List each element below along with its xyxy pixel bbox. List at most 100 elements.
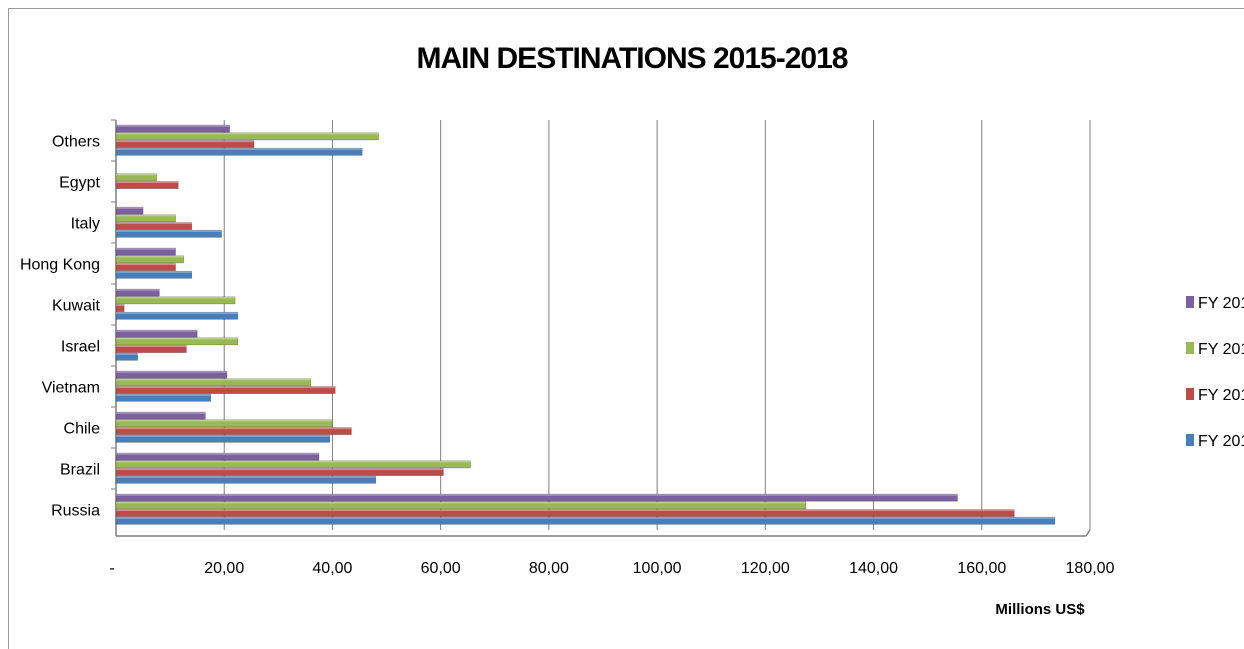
chart-frame [8, 8, 1244, 649]
bar-highlight [116, 501, 806, 504]
chart-title: MAIN DESTINATIONS 2015-2018 [417, 42, 848, 75]
category-label: Italy [71, 216, 100, 233]
bar-fy-2015-italy [115, 229, 222, 238]
bar-fy-2015-chile [115, 434, 331, 443]
bar-highlight [116, 207, 144, 209]
bar-fy-2018-russia [115, 493, 958, 502]
bar-fy-2016-italy [115, 222, 193, 230]
bar-fy-2017-egypt [115, 173, 157, 182]
legend: FY 2018 FY 2017 FY 2016 FY 2015 [1186, 295, 1244, 450]
bar-fy-2017-others [115, 132, 379, 141]
x-tick-label: 60,00 [421, 560, 461, 577]
bar-highlight [116, 435, 330, 437]
axis-floor-edge [1085, 529, 1091, 537]
bar-highlight [116, 378, 311, 381]
bar-highlight [116, 255, 184, 258]
legend-swatch [1186, 388, 1194, 400]
x-tick-label: 180,00 [1066, 560, 1115, 577]
bar-fy-2015-others [115, 147, 363, 156]
bar-fy-2017-brazil [115, 460, 471, 469]
bar-highlight [116, 427, 352, 430]
bar-highlight [116, 345, 187, 348]
bar-highlight [116, 517, 1055, 519]
bar-highlight [116, 132, 379, 135]
bar-fy-2017-italy [115, 214, 176, 223]
bar-highlight [116, 394, 211, 396]
bar-fy-2017-kuwait [115, 296, 236, 305]
bar-highlight [116, 181, 179, 184]
bar-fy-2018-kuwait [115, 288, 160, 297]
bar-fy-2017-russia [115, 501, 807, 510]
bar-fy-2015-israel [115, 352, 138, 361]
bar-highlight [116, 353, 138, 355]
bar-fy-2018-brazil [115, 452, 320, 461]
bar-highlight [116, 173, 157, 176]
category-label: Others [52, 134, 100, 151]
bar-fy-2016-brazil [115, 468, 444, 476]
bar-highlight [116, 148, 363, 150]
bar-highlight [116, 476, 376, 478]
bar-highlight [116, 312, 238, 314]
bar-highlight [116, 296, 236, 299]
bar-highlight [116, 330, 198, 332]
bar-highlight [116, 289, 160, 291]
bar-fy-2016-israel [115, 345, 187, 353]
bar-highlight [116, 230, 222, 232]
bar-highlight [116, 468, 444, 471]
x-axis-title: Millions US$ [995, 601, 1085, 618]
bar-highlight [116, 386, 336, 389]
bar-highlight [116, 271, 192, 273]
legend-label: FY 2015 [1198, 433, 1244, 450]
x-tick-label: 140,00 [849, 560, 898, 577]
bar-highlight [116, 494, 958, 496]
x-tick-label: 20,00 [204, 560, 244, 577]
bar-highlight [116, 248, 176, 250]
bar-fy-2015-vietnam [115, 393, 211, 402]
plot-area: - 20,00 40,00 60,00 80,00 100,00 120,00 140,00 1… [20, 119, 1115, 577]
bar-fy-2018-italy [115, 206, 144, 215]
legend-label: FY 2017 [1198, 341, 1244, 358]
bar-fy-2016-vietnam [115, 386, 336, 394]
legend-swatch [1186, 342, 1194, 354]
bar-highlight [116, 371, 227, 373]
bar-highlight [116, 412, 206, 414]
bar-fy-2017-chile [115, 419, 333, 428]
bar-fy-2016-egypt [115, 181, 179, 189]
x-tick-label: 160,00 [957, 560, 1006, 577]
legend-label: FY 2018 [1198, 295, 1244, 312]
bar-fy-2018-others [115, 124, 230, 133]
bar-fy-2016-kuwait [115, 304, 125, 312]
category-label: Russia [51, 503, 100, 520]
bar-fy-2016-others [115, 140, 255, 148]
bar-fy-2016-hong-kong [115, 263, 176, 271]
bar-highlight [116, 337, 238, 340]
x-tick-label: 100,00 [633, 560, 682, 577]
bar-highlight [116, 509, 1015, 512]
bar-fy-2016-chile [115, 427, 352, 435]
bar-highlight [116, 263, 176, 266]
bar-highlight [116, 304, 125, 307]
x-tick-label: 80,00 [529, 560, 569, 577]
category-label: Hong Kong [20, 257, 100, 274]
category-label: Israel [61, 339, 100, 356]
bar-fy-2015-brazil [115, 475, 377, 484]
bar-fy-2018-israel [115, 329, 198, 338]
category-label: Chile [64, 421, 101, 438]
bar-highlight [116, 460, 471, 463]
bar-fy-2015-hong-kong [115, 270, 193, 279]
bar-highlight [116, 419, 333, 422]
bar-fy-2017-israel [115, 337, 239, 346]
bar-highlight [116, 140, 254, 143]
legend-swatch [1186, 434, 1194, 446]
bar-highlight [116, 222, 192, 225]
bar-fy-2018-vietnam [115, 370, 228, 379]
legend-swatch [1186, 296, 1194, 308]
bar-fy-2015-russia [115, 516, 1056, 525]
bar-fy-2017-hong-kong [115, 255, 184, 264]
x-tick-label: 120,00 [741, 560, 790, 577]
bar-fy-2017-vietnam [115, 378, 312, 387]
bar-fy-2015-kuwait [115, 311, 239, 320]
x-tick-label: 40,00 [312, 560, 352, 577]
bar-fy-2016-russia [115, 509, 1015, 517]
